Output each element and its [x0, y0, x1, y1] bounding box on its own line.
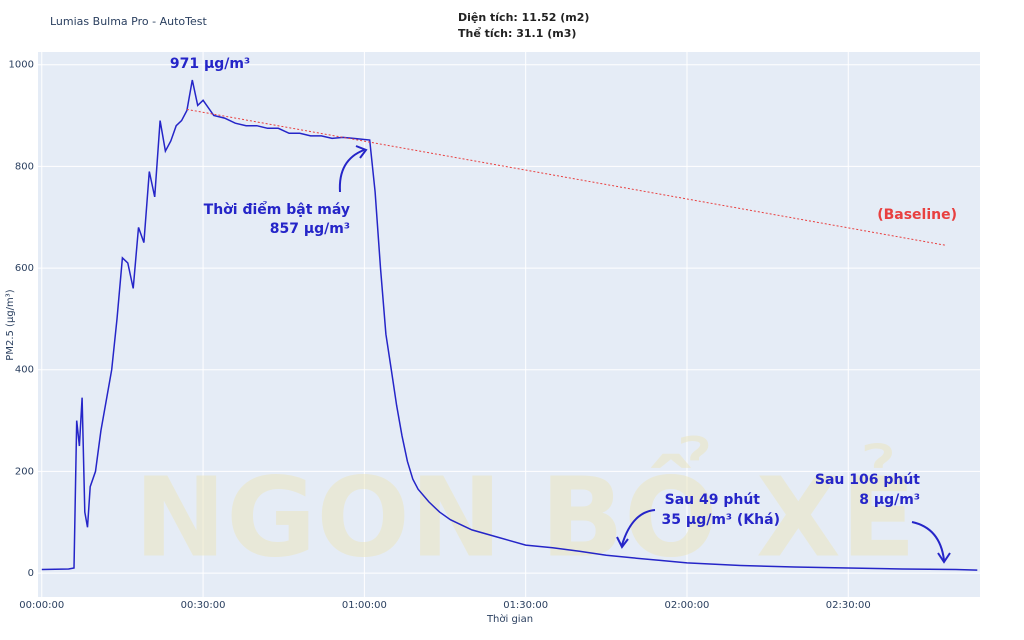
x-tick-label: 02:00:00 [665, 600, 710, 611]
annotation: 971 µg/m³ [170, 56, 250, 72]
annotation: 857 µg/m³ [270, 221, 350, 237]
app-title: Lumias Bulma Pro - AutoTest [50, 15, 207, 28]
arrows [338, 145, 951, 564]
x-tick-label: 01:30:00 [503, 600, 548, 611]
annotation: 8 µg/m³ [859, 492, 920, 508]
y-tick-label: 200 [15, 466, 34, 477]
watermark: NGON BỔ XẺ [134, 434, 916, 581]
annotation: 35 µg/m³ (Khá) [662, 512, 780, 528]
volume: Thể tích: 31.1 (m3) [458, 27, 576, 40]
annotation: Thời điểm bật máy [204, 201, 350, 218]
annotation: Sau 49 phút [665, 492, 761, 508]
y-tick-label: 0 [28, 568, 34, 579]
y-tick-label: 600 [15, 263, 34, 274]
series-line [186, 108, 946, 246]
x-axis-title: Thời gian [486, 613, 533, 625]
x-tick-label: 00:30:00 [181, 600, 226, 611]
y-axis-title: PM2.5 (µg/m³) [5, 289, 16, 360]
y-tick-label: 1000 [9, 60, 34, 71]
x-tick-label: 01:00:00 [342, 600, 387, 611]
area: Diện tích: 11.52 (m2) [458, 11, 589, 24]
baseline-label: (Baseline) [877, 207, 957, 223]
y-tick-label: 800 [15, 161, 34, 172]
annotation: Sau 106 phút [815, 472, 920, 488]
plot-area [38, 52, 980, 597]
x-tick-label: 00:00:00 [19, 600, 64, 611]
series-line [41, 79, 978, 571]
y-tick-label: 400 [15, 365, 34, 376]
x-tick-label: 02:30:00 [826, 600, 871, 611]
